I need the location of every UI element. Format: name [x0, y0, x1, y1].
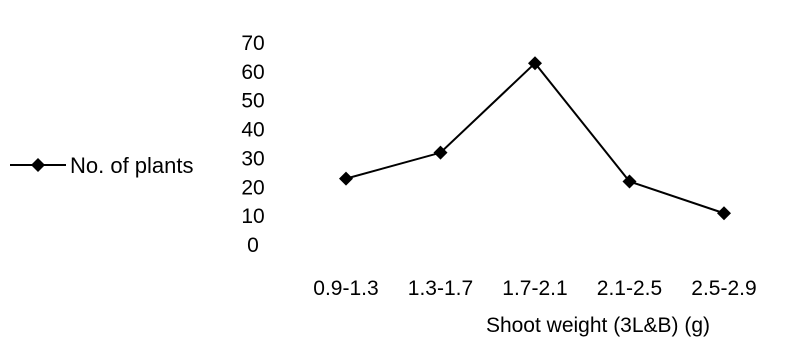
y-tick-label: 20 [241, 176, 264, 199]
y-tick-label: 40 [241, 119, 264, 142]
series-no-of-plants [339, 56, 731, 221]
legend-diamond-marker [31, 158, 45, 172]
data-point-marker [717, 206, 731, 221]
x-tick-label: 2.5-2.9 [691, 277, 756, 300]
data-point-marker [622, 174, 637, 189]
data-point-marker [433, 145, 448, 160]
y-tick-label: 60 [241, 61, 264, 84]
data-point-marker [339, 171, 353, 186]
x-tick-label: 0.9-1.3 [313, 277, 378, 300]
x-tick-label: 2.1-2.5 [597, 277, 662, 300]
x-axis-tick-labels: 0.9-1.3 1.3-1.7 1.7-2.1 2.1-2.5 2.5-2.9 [313, 277, 756, 300]
x-tick-label: 1.3-1.7 [408, 277, 473, 300]
y-tick-label: 30 [241, 147, 264, 170]
legend: No. of plants [10, 153, 194, 178]
y-tick-label: 0 [247, 234, 259, 257]
data-point-marker [528, 56, 542, 71]
y-tick-label: 70 [241, 32, 264, 55]
legend-label: No. of plants [70, 153, 194, 178]
y-tick-label: 10 [241, 205, 264, 228]
y-tick-label: 50 [241, 90, 264, 113]
y-axis-tick-labels: 0 10 20 30 40 50 60 70 [241, 32, 264, 257]
x-axis-title: Shoot weight (3L&B) (g) [486, 314, 710, 337]
series-line [345, 61, 725, 215]
x-tick-label: 1.7-2.1 [502, 277, 567, 300]
